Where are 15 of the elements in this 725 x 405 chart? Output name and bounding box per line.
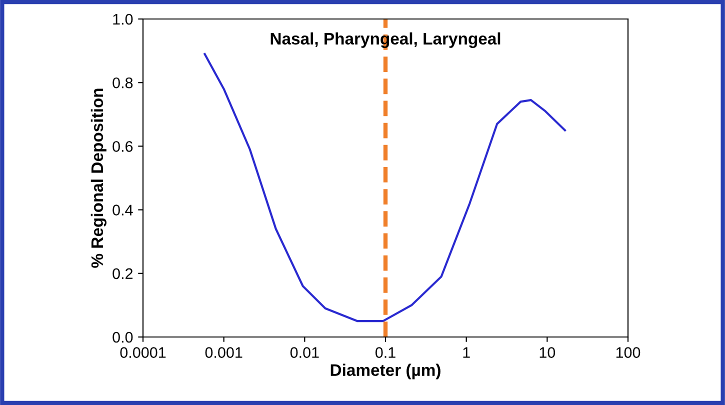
x-axis-title: Diameter (µm)	[330, 364, 440, 380]
x-tick-label: 100	[616, 347, 640, 358]
y-tick-label: 0.6	[112, 141, 133, 152]
y-tick-label: 0.0	[112, 332, 133, 343]
y-axis-title: % Regional Deposition	[90, 88, 106, 268]
y-tick-label: 0.2	[112, 268, 133, 280]
x-tick-label: 1	[463, 347, 470, 358]
y-tick-label: 1.0	[113, 14, 133, 25]
x-tick-label: 0.0001	[120, 347, 166, 358]
x-tick-label: 0.001	[205, 347, 242, 358]
x-tick-label: 10	[540, 347, 556, 358]
x-tick-label: 0.1	[375, 347, 396, 358]
y-tick-label: 0.4	[112, 204, 133, 216]
y-tick-label: 0.8	[112, 77, 133, 88]
x-tick-label: 0.01	[290, 347, 319, 358]
